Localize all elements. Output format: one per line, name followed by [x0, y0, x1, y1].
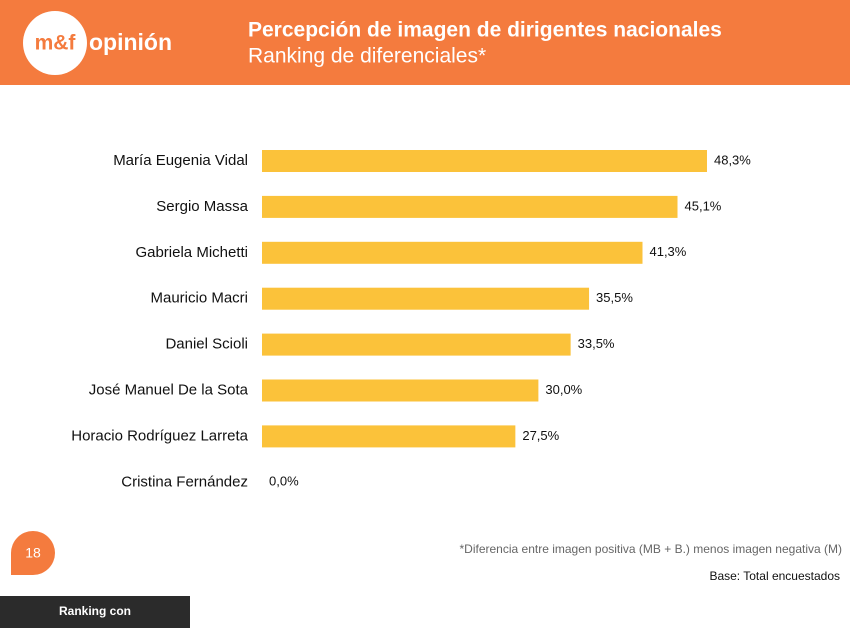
base-note: Base: Total encuestados [709, 569, 840, 583]
logo-circle [23, 11, 87, 75]
page-number: 18 [25, 545, 41, 561]
category-label: Mauricio Macri [150, 290, 248, 307]
logo-word: opinión [89, 29, 172, 55]
bar [262, 379, 539, 402]
footnote: *Diferencia entre imagen positiva (MB + … [460, 542, 843, 556]
category-label: Horacio Rodríguez Larreta [71, 427, 248, 444]
value-label: 27,5% [522, 428, 559, 443]
value-label: 48,3% [714, 152, 751, 167]
category-label: Cristina Fernández [121, 473, 248, 490]
caption-box [0, 596, 190, 628]
bar [262, 195, 678, 218]
value-label: 0,0% [269, 474, 299, 489]
category-label: Sergio Massa [156, 198, 248, 215]
value-label: 41,3% [649, 244, 686, 259]
subtitle: Ranking de diferenciales* [248, 45, 486, 68]
category-label: Daniel Scioli [165, 336, 248, 353]
logo-brand: m&f [35, 32, 77, 55]
bar [262, 287, 590, 310]
value-label: 33,5% [578, 336, 615, 351]
category-label: Gabriela Michetti [135, 244, 248, 261]
page-badge [11, 531, 55, 575]
value-label: 35,5% [596, 290, 633, 305]
bar [262, 333, 571, 356]
bar [262, 241, 643, 264]
value-label: 45,1% [685, 198, 722, 213]
category-label: José Manuel De la Sota [89, 381, 249, 398]
header-band [0, 0, 850, 85]
caption: Ranking con [59, 604, 131, 618]
bar [262, 150, 707, 172]
category-label: María Eugenia Vidal [113, 152, 248, 169]
plot: María Eugenia Vidal 48,3% Sergio Massa 45,1… [71, 150, 751, 490]
value-label: 30,0% [545, 382, 582, 397]
title: Percepción de imagen de dirigentes nacio… [248, 19, 722, 42]
bar [262, 425, 516, 448]
